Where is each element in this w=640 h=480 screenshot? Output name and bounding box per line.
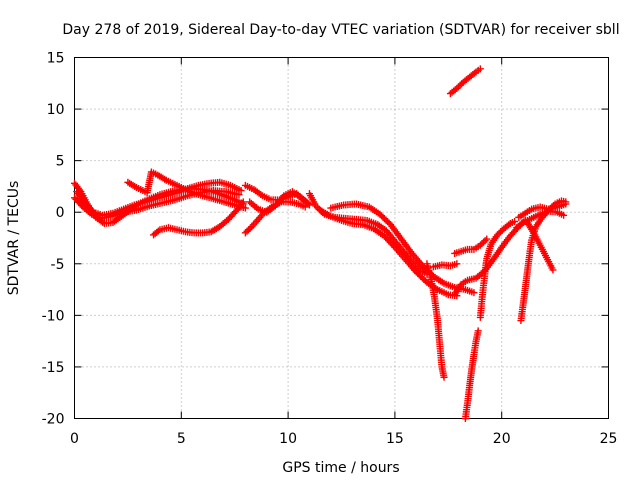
y-tick-label: -15 [42, 360, 65, 376]
data-point [560, 211, 568, 219]
y-axis-title: SDTVAR / TECUs [6, 181, 22, 296]
data-point [478, 240, 486, 248]
data-point [245, 226, 253, 234]
data-point [389, 242, 397, 250]
data-point [453, 260, 461, 268]
series-track-16 [451, 235, 491, 257]
y-tick-label: 0 [56, 205, 65, 221]
data-point [243, 227, 251, 235]
series-track-18 [476, 217, 519, 321]
data-point [246, 224, 254, 232]
series-track-12 [423, 260, 448, 381]
plot-frame [74, 57, 609, 419]
data-point [385, 237, 393, 245]
series-track-20 [523, 219, 557, 274]
y-tick-labels: -20 -15 -10 -5 0 5 10 15 [42, 51, 65, 428]
data-point [481, 237, 489, 245]
data-point [386, 238, 394, 246]
series-track-22 [513, 207, 568, 232]
data-point [517, 220, 525, 228]
data-marks [71, 65, 570, 422]
series-track-4 [124, 168, 249, 212]
data-point [505, 221, 513, 229]
data-point [303, 199, 311, 207]
x-tick-label: 15 [386, 431, 404, 447]
data-point [470, 289, 478, 297]
chart-title: Day 278 of 2019, Sidereal Day-to-day VTE… [62, 22, 619, 38]
data-point [154, 227, 162, 235]
x-tick-label: 5 [177, 431, 186, 447]
series-track-5 [150, 198, 247, 239]
data-point [383, 235, 391, 243]
x-tick-label: 20 [493, 431, 511, 447]
data-point [382, 234, 390, 242]
series-track-13 [429, 260, 461, 271]
y-tick-label: -20 [42, 412, 65, 428]
y-tick-label: 15 [47, 51, 65, 67]
x-tick-label: 10 [279, 431, 297, 447]
data-point [454, 83, 462, 91]
axis-ticks [74, 57, 609, 419]
data-point [483, 235, 491, 243]
data-point [549, 266, 557, 274]
data-point [388, 240, 396, 248]
data-point [497, 228, 505, 236]
y-tick-label: 5 [56, 154, 65, 170]
data-point [241, 204, 249, 212]
data-point [480, 238, 488, 246]
data-point [474, 327, 482, 335]
x-tick-label: 25 [600, 431, 618, 447]
data-point [241, 229, 249, 237]
data-point [511, 217, 519, 225]
data-point [495, 229, 503, 237]
y-tick-label: 10 [47, 102, 65, 118]
series-track-15 [446, 65, 484, 98]
data-point [302, 198, 310, 206]
x-tick-label: 0 [70, 431, 79, 447]
series-track-8 [246, 188, 311, 216]
data-point [380, 232, 388, 240]
x-tick-labels: 0 5 10 15 20 25 [70, 431, 617, 447]
data-point [470, 69, 478, 77]
data-point [456, 81, 464, 89]
data-point [239, 198, 247, 206]
data-point [476, 241, 484, 249]
data-point [235, 191, 243, 199]
y-tick-label: -10 [42, 308, 65, 324]
data-point [453, 84, 461, 92]
x-axis-title: GPS time / hours [282, 460, 399, 476]
data-point [237, 187, 245, 195]
data-point [440, 373, 448, 381]
data-point [493, 231, 501, 239]
y-tick-label: -5 [51, 257, 65, 273]
data-point [476, 65, 484, 73]
grid [74, 57, 609, 419]
series-track-17 [461, 327, 482, 422]
data-point [562, 200, 570, 208]
series-track-3 [71, 187, 243, 222]
